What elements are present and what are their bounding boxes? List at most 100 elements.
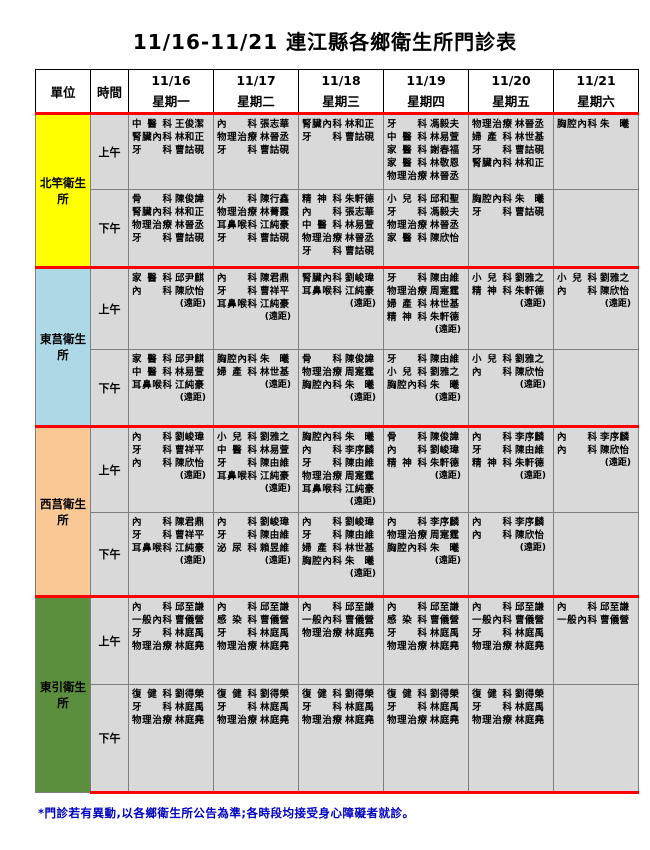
entry-doctor: 張志華: [260, 119, 289, 130]
unit-cell: 東莒衛生所: [35, 266, 91, 427]
entry: 胸腔內科朱曦: [302, 555, 381, 568]
entry-dept: 小兒科: [387, 194, 427, 205]
remote-note: (遠距): [349, 393, 376, 403]
time-cell: 上午: [90, 425, 129, 513]
entry-dept: 內科: [557, 602, 597, 613]
entry-doctor: 林庭堯: [430, 715, 459, 726]
remote-note: (遠距): [519, 471, 546, 481]
entry-dept: 小兒科: [387, 367, 427, 378]
entry: 物理治療周寔霆: [387, 529, 466, 542]
entry-dept: 物理治療: [217, 641, 257, 652]
entry-dept: 胸腔內科: [557, 119, 597, 130]
entry-doctor: 劉得榮: [260, 689, 289, 700]
entry-doctor: 林庭禹: [260, 702, 289, 713]
entry-dept: 內科: [472, 602, 512, 613]
entry: 精神科朱軒德: [472, 457, 551, 470]
entry-dept: 牙科: [302, 702, 342, 713]
schedule-cell: 內科邱至謙感染科曹儀營牙科林庭禹物理治療林庭堯: [383, 595, 469, 685]
entry: 內科陳欣怡: [132, 285, 211, 298]
schedule-cell: 小兒科劉雅之中醫科林易萱牙科陳由維耳鼻喉科江純豪 (遠距): [213, 425, 299, 513]
entry-dept: 牙科: [472, 445, 512, 456]
schedule-cell: 內科劉峻瑋牙科陳由維泌尿科賴昱維 (遠距): [213, 512, 299, 598]
entry-dept: 復健科: [132, 689, 172, 700]
entry-dept: 內科: [557, 432, 597, 443]
entry-doctor: 劉得榮: [175, 689, 204, 700]
entry-doctor: 劉峻瑋: [175, 432, 204, 443]
entry-dept: 內科: [557, 286, 597, 297]
header-day-date: 11/19: [406, 72, 446, 88]
entry-dept: 骨科: [302, 354, 342, 365]
entry-doctor: 陳君鼎: [175, 517, 204, 528]
entry-doctor: 劉雅之: [260, 432, 289, 443]
remote-note: (遠距): [179, 556, 206, 566]
entry: 一般內科曹儀營: [557, 614, 636, 627]
entry: 外科陳行鑫: [217, 193, 296, 206]
entry: 內科陳君鼎: [132, 516, 211, 529]
entry-doctor: 曹詁硯: [260, 233, 289, 244]
entry-dept: 中醫科: [387, 132, 427, 143]
entry-doctor: 林庭禹: [175, 702, 204, 713]
entry: 物理治療林庭堯: [132, 640, 211, 653]
entry-doctor: 劉峻瑋: [345, 273, 374, 284]
entry: 內科李序麟: [472, 516, 551, 529]
entry-doctor: 林世基: [260, 367, 289, 378]
entry-doctor: 林庭堯: [260, 715, 289, 726]
entry-doctor: 曹祥平: [175, 445, 204, 456]
entry-doctor: 朱曦: [430, 543, 459, 554]
entry-doctor: 朱軒德: [345, 194, 374, 205]
header-day-weekday: 星期一: [152, 93, 190, 109]
entry: 物理治療林晉丞: [132, 219, 211, 232]
entry-doctor: 曹詁硯: [175, 233, 204, 244]
entry-dept: 物理治療: [387, 715, 427, 726]
entry: 耳鼻喉科江純豪: [302, 285, 381, 298]
entry-doctor: 朱軒德: [515, 458, 544, 469]
entry: 內科張志華: [217, 118, 296, 131]
entry-doctor: 曹儀營: [600, 615, 629, 626]
entry: 內科邱至謙: [557, 601, 636, 614]
entry: 婦產科林世基: [302, 542, 381, 555]
remote-note: (遠距): [434, 393, 461, 403]
entry: 物理治療林庭堯: [472, 714, 551, 727]
entry-dept: 耳鼻喉科: [302, 484, 342, 495]
entry: 腎臟內科林和正: [472, 157, 551, 170]
entry-doctor: 江純豪: [175, 380, 204, 391]
schedule-cell: 復健科劉得榮牙科林庭禹物理治療林庭堯: [383, 684, 469, 794]
entry: 感染科曹儀營: [387, 614, 466, 627]
time-cell: 下午: [90, 189, 129, 269]
entry-doctor: 朱曦: [600, 119, 629, 130]
entry: 內科李序麟: [302, 444, 381, 457]
entry-doctor: 陳由維: [260, 530, 289, 541]
entry-dept: 牙科: [387, 702, 427, 713]
entry-doctor: 朱軒德: [430, 312, 459, 323]
schedule-row: 下午復健科劉得榮牙科林庭禹物理治療林庭堯復健科劉得榮牙科林庭禹物理治療林庭堯復健…: [36, 684, 639, 794]
entry-doctor: 陳行鑫: [260, 194, 289, 205]
remote-note: (遠距): [519, 380, 546, 390]
entry: 牙科林庭禹: [217, 701, 296, 714]
remote-note: (遠距): [179, 393, 206, 403]
entry-dept: 物理治療: [387, 220, 427, 231]
remote-note: (遠距): [349, 299, 376, 309]
schedule-cell: 牙科陳由維物理治療周寔霆婦產科林世基精神科朱軒德 (遠距): [383, 266, 469, 350]
entry-dept: 感染科: [387, 615, 427, 626]
entry-doctor: 周寔霆: [345, 367, 374, 378]
entry: 內科張志華: [302, 206, 381, 219]
entry-doctor: 曹詁硯: [515, 207, 544, 218]
schedule-cell: 外科陳行鑫物理治療林菁霞耳鼻喉科江純豪牙科曹詁硯: [213, 189, 299, 269]
entry-dept: 精神科: [472, 458, 512, 469]
entry-doctor: 林庭禹: [430, 702, 459, 713]
remote-note: (遠距): [604, 299, 631, 309]
unit-cell: 西莒衛生所: [35, 425, 91, 597]
entry: 物理治療林晉丞: [387, 170, 466, 183]
entry-dept: 一般內科: [472, 615, 512, 626]
entry-dept: 物理治療: [302, 233, 342, 244]
entry: 牙科陳由維: [472, 444, 551, 457]
entry: 小兒科劉雅之: [472, 272, 551, 285]
entry-doctor: 林晉丞: [430, 220, 459, 231]
time-cell: 下午: [90, 684, 129, 794]
time-cell: 上午: [90, 266, 129, 350]
schedule-cell: 小兒科劉雅之內科陳欣怡 (遠距): [553, 266, 639, 350]
entry-dept: 物理治療: [217, 715, 257, 726]
entry-dept: 牙科: [387, 273, 427, 284]
entry-dept: 牙科: [217, 628, 257, 639]
schedule-body: 北竿衛生所 上午中醫科王俊潔腎臟內科林和正牙科曹詁硯內科張志華物理治療林晉丞牙科曹…: [35, 112, 639, 794]
